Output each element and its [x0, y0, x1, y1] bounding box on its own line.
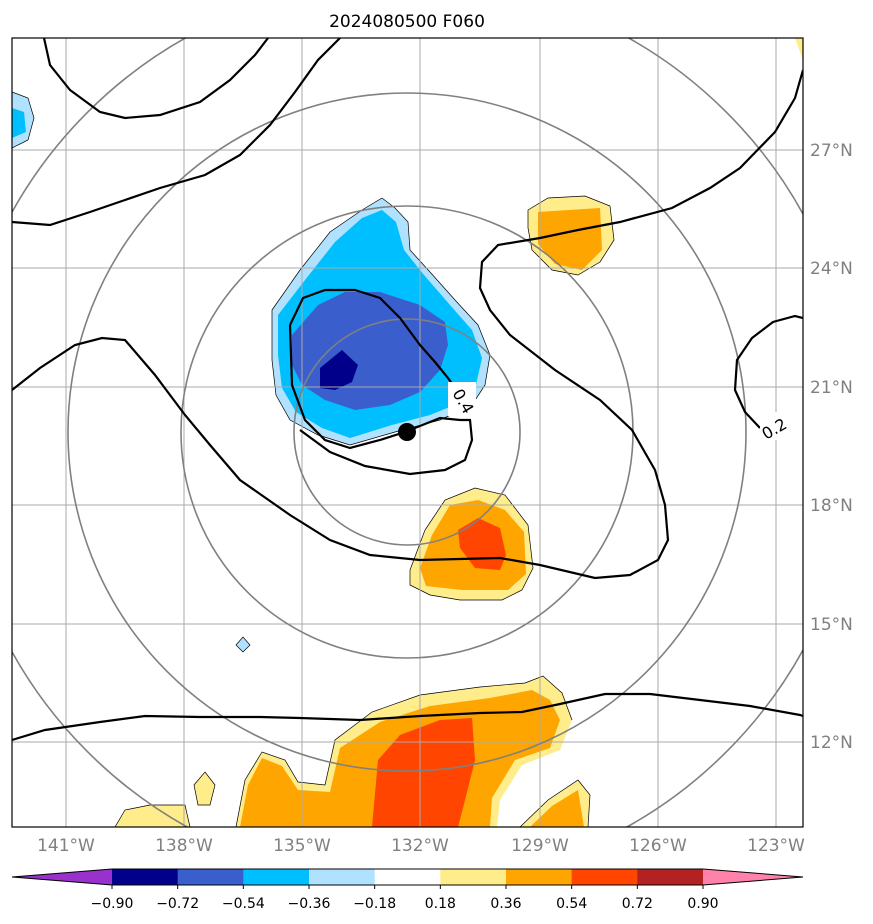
colorbar-tick-label: 0.36 [490, 896, 521, 912]
positive-anomaly-area [114, 38, 803, 827]
colorbar-tick-label: −0.90 [91, 896, 134, 912]
lon-tick-label: 135°W [273, 836, 331, 856]
lat-tick-label: 15°N [810, 615, 853, 635]
contour-lines [12, 38, 803, 742]
contour-label-group: 0.4 0.2 [448, 382, 792, 443]
y-axis-labels: 12°N 15°N 18°N 21°N 24°N 27°N [810, 141, 853, 753]
lon-tick-label: 129°W [511, 836, 569, 856]
colorbar: −0.90 −0.72 −0.54 −0.36 −0.18 0.18 0.36 0.54 0.7… [11, 868, 804, 912]
colorbar-tick-label: −0.54 [222, 896, 265, 912]
colorbar-segment [177, 869, 244, 885]
colorbar-tick-label: −0.72 [156, 896, 199, 912]
lat-tick-label: 24°N [810, 259, 853, 279]
lon-tick-label: 138°W [155, 836, 213, 856]
colorbar-tick-label: 0.18 [425, 896, 456, 912]
colorbar-tick-label: −0.18 [353, 896, 396, 912]
colorbar-tick-label: 0.90 [687, 896, 718, 912]
lat-tick-label: 27°N [810, 141, 853, 161]
lon-tick-label: 132°W [391, 836, 449, 856]
colorbar-segment [440, 869, 507, 885]
lon-tick-label: 141°W [37, 836, 95, 856]
plot-area: 0.4 0.2 [12, 38, 803, 827]
lat-tick-label: 18°N [810, 496, 853, 516]
plot-frame [11, 37, 804, 828]
colorbar-extend-high [703, 869, 803, 885]
colorbar-segment [506, 869, 573, 885]
colorbar-tick-label: −0.36 [288, 896, 331, 912]
colorbar-segment [374, 869, 441, 885]
grid-lines [12, 38, 803, 827]
storm-center-marker [398, 423, 416, 441]
lon-tick-label: 126°W [629, 836, 687, 856]
lat-tick-label: 12°N [810, 733, 853, 753]
chart-title: 2024080500 F060 [329, 12, 485, 32]
colorbar-segment [243, 869, 310, 885]
x-axis-labels: 141°W 138°W 135°W 132°W 129°W 126°W 123°… [37, 836, 805, 856]
colorbar-extend-low [12, 869, 112, 885]
colorbar-segment [637, 869, 704, 885]
lat-tick-label: 21°N [810, 378, 853, 398]
colorbar-tick-label: 0.54 [556, 896, 587, 912]
colorbar-segment [571, 869, 638, 885]
lon-tick-label: 123°W [747, 836, 805, 856]
colorbar-segment [112, 869, 179, 885]
colorbar-segment [309, 869, 376, 885]
colorbar-tick-label: 0.72 [622, 896, 653, 912]
